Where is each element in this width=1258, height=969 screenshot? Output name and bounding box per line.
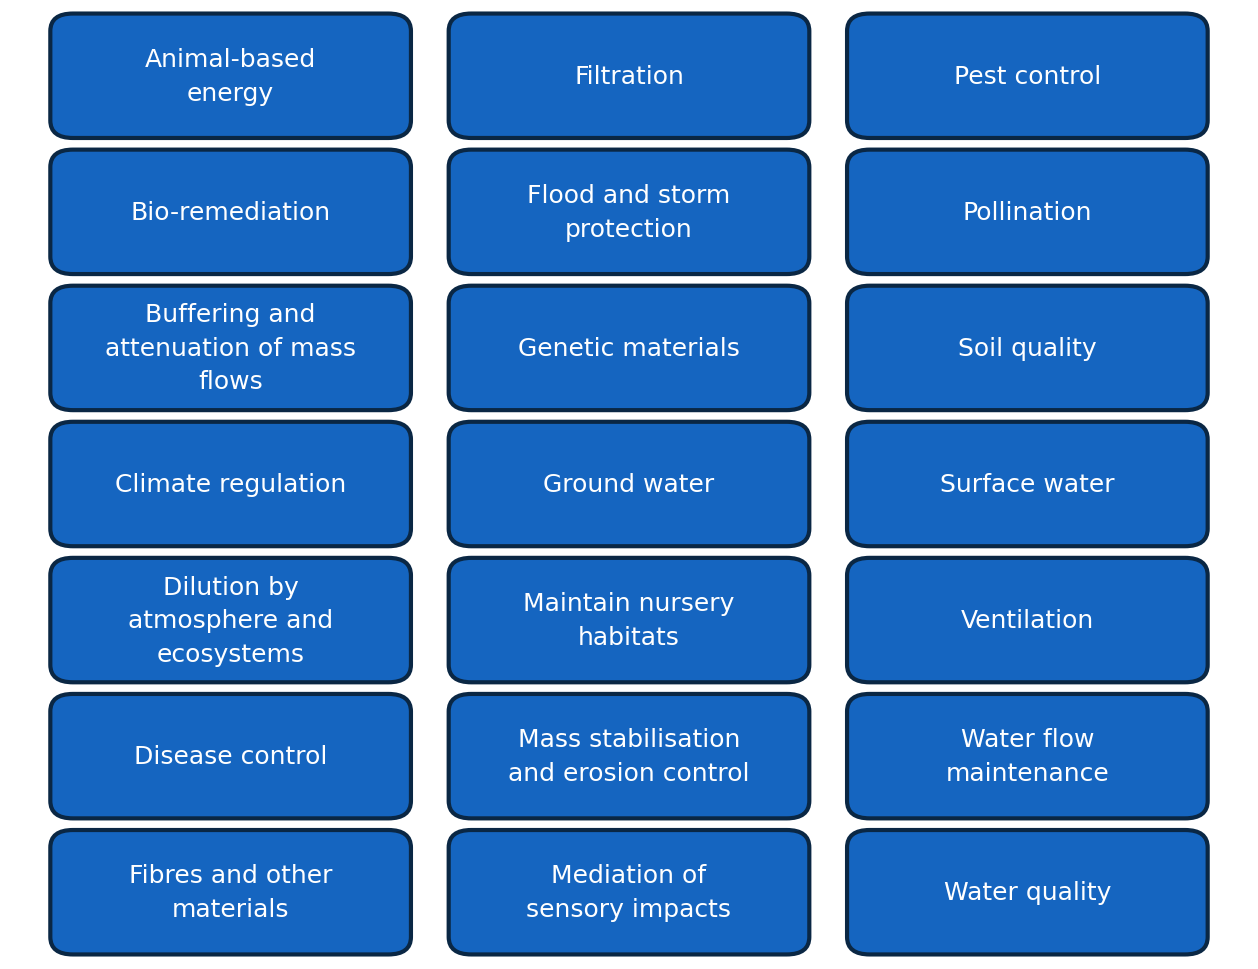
FancyBboxPatch shape (847, 287, 1208, 411)
Text: Mediation of
sensory impacts: Mediation of sensory impacts (527, 863, 731, 921)
FancyBboxPatch shape (847, 830, 1208, 954)
FancyBboxPatch shape (847, 694, 1208, 819)
Text: Flood and storm
protection: Flood and storm protection (527, 184, 731, 241)
Text: Buffering and
attenuation of mass
flows: Buffering and attenuation of mass flows (106, 303, 356, 394)
Text: Fibres and other
materials: Fibres and other materials (128, 863, 332, 921)
FancyBboxPatch shape (50, 15, 411, 139)
FancyBboxPatch shape (847, 15, 1208, 139)
FancyBboxPatch shape (449, 830, 809, 954)
FancyBboxPatch shape (449, 15, 809, 139)
FancyBboxPatch shape (449, 694, 809, 819)
FancyBboxPatch shape (50, 558, 411, 682)
Text: Disease control: Disease control (133, 744, 327, 768)
FancyBboxPatch shape (449, 150, 809, 275)
Text: Climate regulation: Climate regulation (114, 473, 346, 496)
Text: Surface water: Surface water (940, 473, 1115, 496)
Text: Water quality: Water quality (944, 880, 1111, 904)
FancyBboxPatch shape (449, 287, 809, 411)
FancyBboxPatch shape (50, 830, 411, 954)
Text: Ventilation: Ventilation (961, 609, 1094, 633)
Text: Filtration: Filtration (574, 65, 684, 89)
Text: Water flow
maintenance: Water flow maintenance (946, 728, 1110, 785)
Text: Pollination: Pollination (962, 201, 1092, 225)
FancyBboxPatch shape (847, 422, 1208, 547)
Text: Ground water: Ground water (543, 473, 715, 496)
FancyBboxPatch shape (50, 694, 411, 819)
Text: Pest control: Pest control (954, 65, 1101, 89)
Text: Mass stabilisation
and erosion control: Mass stabilisation and erosion control (508, 728, 750, 785)
FancyBboxPatch shape (847, 150, 1208, 275)
FancyBboxPatch shape (449, 422, 809, 547)
FancyBboxPatch shape (847, 558, 1208, 682)
Text: Bio-remediation: Bio-remediation (131, 201, 331, 225)
FancyBboxPatch shape (449, 558, 809, 682)
Text: Genetic materials: Genetic materials (518, 336, 740, 360)
Text: Animal-based
energy: Animal-based energy (145, 48, 316, 106)
FancyBboxPatch shape (50, 150, 411, 275)
Text: Maintain nursery
habitats: Maintain nursery habitats (523, 592, 735, 649)
Text: Soil quality: Soil quality (959, 336, 1097, 360)
FancyBboxPatch shape (50, 287, 411, 411)
Text: Dilution by
atmosphere and
ecosystems: Dilution by atmosphere and ecosystems (128, 575, 333, 666)
FancyBboxPatch shape (50, 422, 411, 547)
